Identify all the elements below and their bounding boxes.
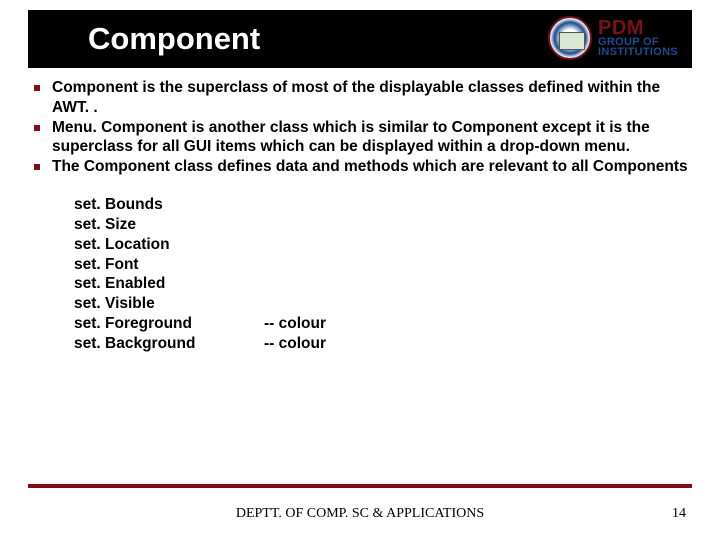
method-name: set. Font bbox=[74, 255, 264, 275]
method-name: set. Foreground bbox=[74, 314, 264, 334]
slide: Component PDM GROUP OF INSTITUTIONS Comp… bbox=[0, 0, 720, 540]
bullet-text: The Component class defines data and met… bbox=[52, 157, 688, 177]
method-name: set. Location bbox=[74, 235, 264, 255]
logo-text: PDM GROUP OF INSTITUTIONS bbox=[598, 19, 678, 58]
method-note: -- colour bbox=[264, 334, 326, 354]
method-name: set. Bounds bbox=[74, 195, 264, 215]
method-name: set. Background bbox=[74, 334, 264, 354]
method-row: set. Enabled bbox=[74, 274, 692, 294]
footer-dept: DEPTT. OF COMP. SC & APPLICATIONS bbox=[0, 506, 720, 522]
header-bar: Component PDM GROUP OF INSTITUTIONS bbox=[28, 10, 692, 68]
list-item: Menu. Component is another class which i… bbox=[34, 118, 692, 158]
bullet-icon bbox=[34, 125, 40, 131]
bullet-text: Menu. Component is another class which i… bbox=[52, 118, 692, 158]
method-row: set. Font bbox=[74, 255, 692, 275]
method-note: -- colour bbox=[264, 314, 326, 334]
page-number: 14 bbox=[672, 506, 686, 522]
methods-block: set. Bounds set. Size set. Location set.… bbox=[74, 195, 692, 354]
method-row: set. Bounds bbox=[74, 195, 692, 215]
logo-line3: INSTITUTIONS bbox=[598, 47, 678, 57]
bullet-icon bbox=[34, 85, 40, 91]
method-name: set. Visible bbox=[74, 294, 264, 314]
list-item: Component is the superclass of most of t… bbox=[34, 78, 692, 118]
method-row: set. Background -- colour bbox=[74, 334, 692, 354]
page-title: Component bbox=[88, 21, 260, 57]
logo-seal-icon bbox=[548, 16, 592, 60]
bullet-icon bbox=[34, 164, 40, 170]
method-name: set. Size bbox=[74, 215, 264, 235]
method-name: set. Enabled bbox=[74, 274, 264, 294]
method-row: set. Size bbox=[74, 215, 692, 235]
method-row: set. Location bbox=[74, 235, 692, 255]
logo: PDM GROUP OF INSTITUTIONS bbox=[548, 16, 678, 60]
method-row: set. Foreground -- colour bbox=[74, 314, 692, 334]
bullet-list: Component is the superclass of most of t… bbox=[34, 78, 692, 177]
bullet-text: Component is the superclass of most of t… bbox=[52, 78, 692, 118]
logo-line1: PDM bbox=[598, 19, 678, 37]
divider bbox=[28, 484, 692, 488]
method-row: set. Visible bbox=[74, 294, 692, 314]
list-item: The Component class defines data and met… bbox=[34, 157, 692, 177]
content-area: Component is the superclass of most of t… bbox=[28, 76, 692, 354]
